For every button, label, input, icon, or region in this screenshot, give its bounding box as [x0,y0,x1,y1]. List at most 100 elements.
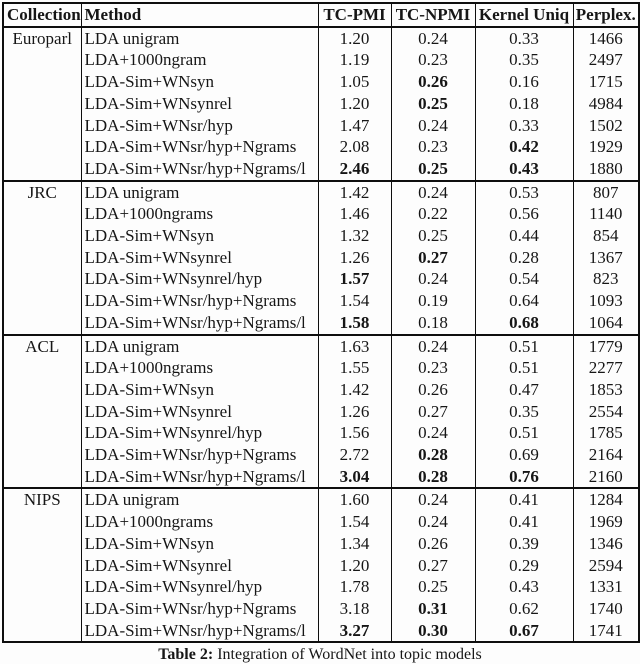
tc-npmi-cell: 0.28 [390,465,476,489]
caption-text: Integration of WordNet into topic models [213,646,482,663]
kernel-uniq-cell: 0.16 [474,71,574,93]
table-row: LDA-Sim+WNsr/hyp+Ngrams 2.08 0.23 0.42 1929 [3,136,640,158]
column-header-tc-npmi: TC-NPMI [390,3,476,28]
method-cell: LDA unigram [80,180,319,204]
table-row: LDA-Sim+WNsyn 1.32 0.25 0.44 854 [3,225,640,247]
collection-section: NIPS LDA unigram 1.60 0.24 0.41 1284 LDA+1000n… [2,488,640,643]
method-cell: LDA-Sim+WNsynrel [80,92,319,115]
perplex-cell: 1785 [572,422,640,445]
kernel-uniq-cell: 0.76 [474,465,574,489]
tc-pmi-cell: 1.46 [317,203,392,226]
perplex-cell: 1367 [572,246,640,269]
header-row: Collection Method TC-PMI TC-NPMI Kernel … [2,3,640,28]
table-row: LDA+1000ngram 1.19 0.23 0.35 2497 [3,49,640,72]
tc-pmi-cell: 1.54 [317,511,392,533]
perplex-cell: 4984 [572,92,640,115]
method-cell: LDA unigram [80,26,319,50]
tc-npmi-cell: 0.24 [390,511,476,533]
tc-pmi-cell: 3.27 [317,619,392,643]
method-cell: LDA-Sim+WNsyn [80,532,319,555]
method-cell: LDA-Sim+WNsynrel [80,400,319,423]
tc-pmi-cell: 1.58 [317,311,392,335]
tc-pmi-cell: 2.46 [317,157,392,181]
table-row: LDA-Sim+WNsynrel 1.20 0.25 0.18 4984 [3,92,640,115]
perplex-cell: 1502 [572,114,640,137]
collection-cell: ACL [2,334,82,489]
table-row: LDA-Sim+WNsr/hyp+Ngrams/l 2.46 0.25 0.43 188… [3,157,640,181]
perplex-cell: 1779 [572,334,640,358]
tc-npmi-cell: 0.24 [390,180,476,204]
tc-pmi-cell: 2.72 [317,444,392,466]
kernel-uniq-cell: 0.64 [474,290,574,312]
perplex-cell: 2594 [572,554,640,577]
collection-cell: JRC [2,180,82,335]
perplex-cell: 2277 [572,357,640,379]
table-row: LDA+1000ngrams 1.54 0.24 0.41 1969 [3,511,640,533]
caption-label: Table 2: [158,646,214,663]
tc-npmi-cell: 0.22 [390,203,476,226]
kernel-uniq-cell: 0.33 [474,26,574,50]
tc-pmi-cell: 1.47 [317,114,392,137]
perplex-cell: 1880 [572,157,640,181]
method-cell: LDA-Sim+WNsyn [80,225,319,247]
method-cell: LDA-Sim+WNsyn [80,378,319,401]
tc-npmi-cell: 0.27 [390,246,476,269]
tc-npmi-cell: 0.26 [390,378,476,401]
tc-npmi-cell: 0.24 [390,268,476,291]
method-cell: LDA-Sim+WNsr/hyp+Ngrams/l [80,311,319,335]
tc-npmi-cell: 0.25 [390,157,476,181]
tc-pmi-cell: 1.55 [317,357,392,379]
method-cell: LDA-Sim+WNsynrel/hyp [80,576,319,598]
kernel-uniq-cell: 0.41 [474,488,574,512]
table-row: LDA-Sim+WNsr/hyp+Ngrams 3.18 0.31 0.62 1740 [3,597,640,620]
perplex-cell: 1741 [572,619,640,643]
perplex-cell: 1346 [572,532,640,555]
table-row: LDA+1000ngrams 1.55 0.23 0.51 2277 [3,357,640,379]
table-row: LDA-Sim+WNsyn 1.05 0.26 0.16 1715 [3,71,640,93]
kernel-uniq-cell: 0.44 [474,225,574,247]
tc-npmi-cell: 0.27 [390,554,476,577]
kernel-uniq-cell: 0.42 [474,136,574,158]
kernel-uniq-cell: 0.35 [474,49,574,72]
kernel-uniq-cell: 0.69 [474,444,574,466]
table-row: LDA-Sim+WNsr/hyp+Ngrams/l 3.27 0.30 0.67 174… [3,619,640,643]
kernel-uniq-cell: 0.67 [474,619,574,643]
collection-cell: Europarl [2,26,82,181]
tc-pmi-cell: 2.08 [317,136,392,158]
method-cell: LDA-Sim+WNsr/hyp+Ngrams/l [80,157,319,181]
tc-pmi-cell: 1.20 [317,554,392,577]
perplex-cell: 1331 [572,576,640,598]
method-cell: LDA-Sim+WNsr/hyp+Ngrams/l [80,465,319,489]
tc-pmi-cell: 1.60 [317,488,392,512]
kernel-uniq-cell: 0.51 [474,357,574,379]
method-cell: LDA-Sim+WNsr/hyp+Ngrams [80,597,319,620]
table-caption: Table 2: Integration of WordNet into top… [0,646,640,664]
table-header: Collection Method TC-PMI TC-NPMI Kernel … [2,3,640,28]
tc-pmi-cell: 1.19 [317,49,392,72]
kernel-uniq-cell: 0.43 [474,157,574,181]
tc-npmi-cell: 0.25 [390,225,476,247]
column-header-collection: Collection [2,3,82,28]
tc-npmi-cell: 0.18 [390,311,476,335]
perplex-cell: 1740 [572,597,640,620]
tc-pmi-cell: 1.42 [317,180,392,204]
table-row: LDA-Sim+WNsynrel/hyp 1.57 0.24 0.54 823 [3,268,640,291]
collection-section: ACL LDA unigram 1.63 0.24 0.51 1779 LDA+1000ng… [2,334,640,489]
perplex-cell: 1064 [572,311,640,335]
tc-npmi-cell: 0.31 [390,597,476,620]
table-row: LDA-Sim+WNsr/hyp+Ngrams 1.54 0.19 0.64 1093 [3,290,640,312]
method-cell: LDA-Sim+WNsynrel [80,554,319,577]
kernel-uniq-cell: 0.41 [474,511,574,533]
perplex-cell: 1929 [572,136,640,158]
tc-pmi-cell: 3.18 [317,597,392,620]
table-row: LDA-Sim+WNsynrel 1.20 0.27 0.29 2594 [3,554,640,577]
tc-pmi-cell: 1.32 [317,225,392,247]
column-header-kernel-uniq: Kernel Uniq [474,3,574,28]
table-row: LDA-Sim+WNsr/hyp+Ngrams/l 1.58 0.18 0.68 106… [3,311,640,335]
table-row: JRC LDA unigram 1.42 0.24 0.53 807 [2,180,640,335]
kernel-uniq-cell: 0.47 [474,378,574,401]
table-row: LDA-Sim+WNsr/hyp+Ngrams/l 3.04 0.28 0.76 216… [3,465,640,489]
kernel-uniq-cell: 0.56 [474,203,574,226]
table-row: ACL LDA unigram 1.63 0.24 0.51 1779 [2,334,640,489]
kernel-uniq-cell: 0.54 [474,268,574,291]
